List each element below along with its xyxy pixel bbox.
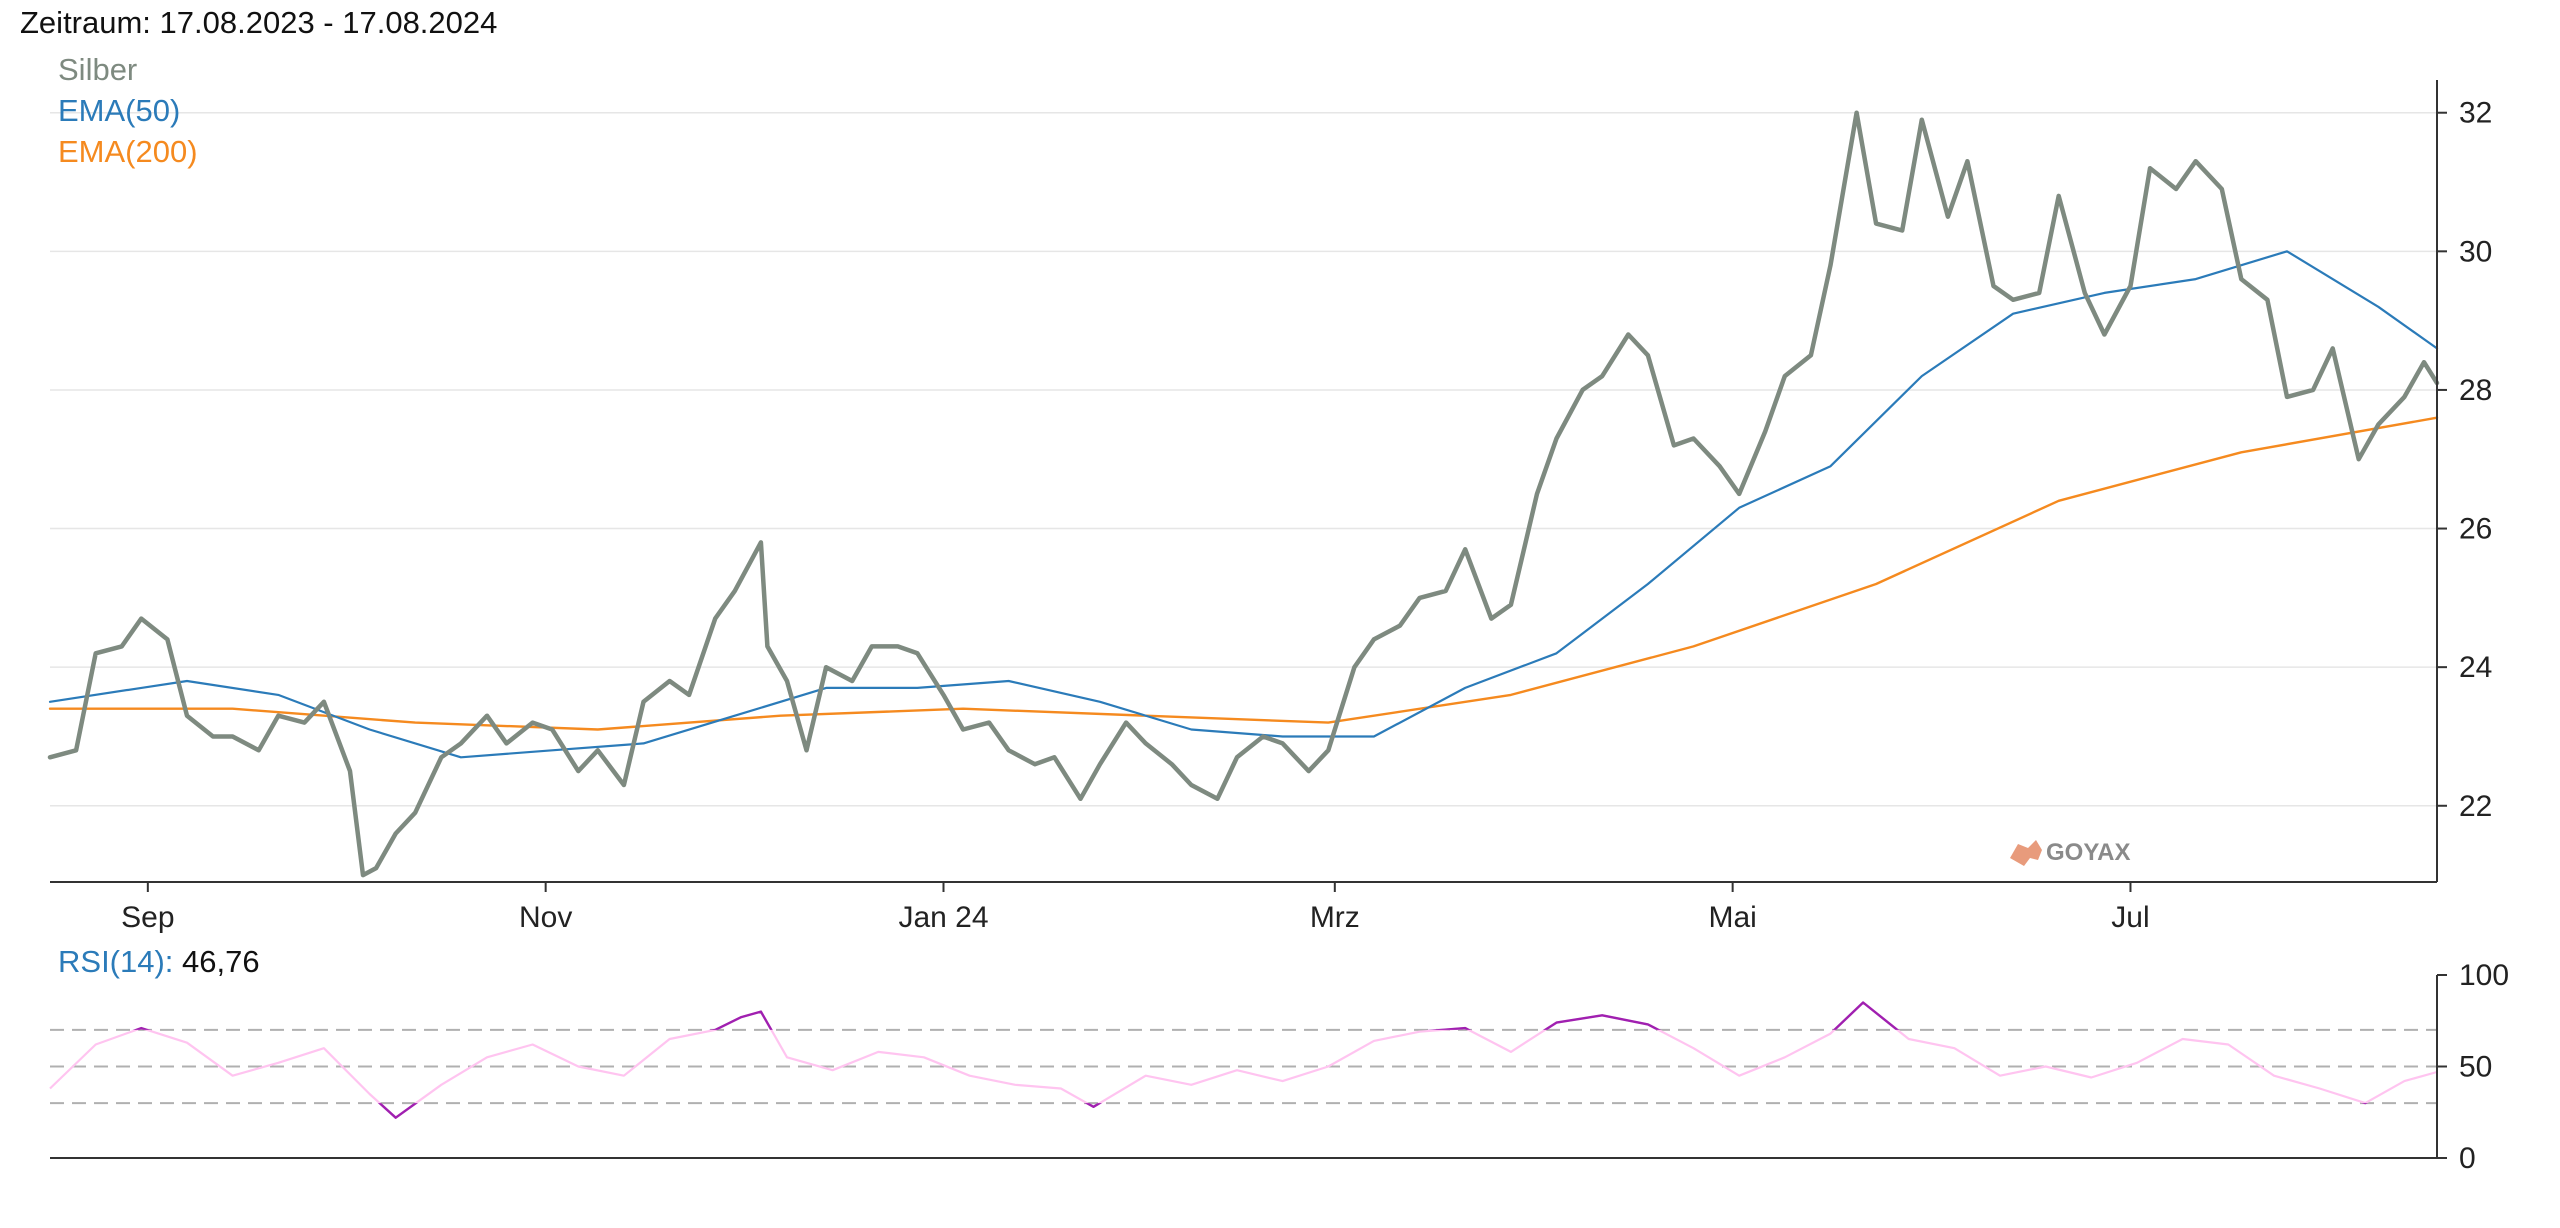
ytick-label-22: 22 <box>2459 790 2492 823</box>
ytick-label-32: 32 <box>2459 97 2492 130</box>
rsi-ytick-label-50: 50 <box>2459 1051 2492 1084</box>
rsi-title: RSI(14): 46,76 <box>58 944 260 979</box>
ytick-label-30: 30 <box>2459 235 2492 268</box>
bull-logo-icon <box>2010 840 2042 866</box>
main-grid <box>50 111 2437 807</box>
ytick-label-24: 24 <box>2459 651 2492 684</box>
ytick-label-26: 26 <box>2459 513 2492 546</box>
rsi-title-text: RSI(14): 46,76 <box>58 944 260 979</box>
rsi-current-value: 46,76 <box>182 944 260 979</box>
watermark: GOYAX <box>2010 839 2130 866</box>
xtick-label-mrz: Mrz <box>1310 901 1360 934</box>
period-label: Zeitraum: 17.08.2023 - 17.08.2024 <box>20 5 498 40</box>
legend-entry-ema-200: EMA(200) <box>58 134 198 169</box>
main-axes: 22 24 26 28 30 32 Sep Nov Jan 24 Mrz Mai Jul <box>50 80 2492 934</box>
watermark-text: GOYAX <box>2046 839 2130 866</box>
rsi-oversold-segments <box>377 1103 2368 1119</box>
main-series <box>47 110 2440 878</box>
rsi-ytick-label-100: 100 <box>2459 959 2509 992</box>
xtick-label-nov: Nov <box>519 901 572 934</box>
series-line-ema-50 <box>48 250 2439 759</box>
xtick-label-mai: Mai <box>1708 901 1756 934</box>
xtick-label-sep: Sep <box>121 901 174 934</box>
rsi-ytick-label-0: 0 <box>2459 1142 2476 1175</box>
rsi-series <box>49 1001 2438 1119</box>
legend-entry-ema-50: EMA(50) <box>58 93 180 128</box>
rsi-overbought-segments <box>132 1001 1900 1030</box>
xtick-label-jan-24: Jan 24 <box>898 901 988 934</box>
rsi-reference-lines <box>50 1028 2437 1105</box>
rsi-axes: 0 50 100 <box>50 959 2509 1175</box>
rsi-title-label: RSI(14): <box>58 944 182 979</box>
series-line-silber <box>47 110 2440 878</box>
legend: Silber EMA(50) EMA(200) <box>58 52 198 169</box>
series-line-rsi-14 <box>49 1001 2438 1119</box>
ytick-label-28: 28 <box>2459 374 2492 407</box>
legend-entry-silber: Silber <box>58 52 137 87</box>
series-line-ema-200 <box>48 416 2439 731</box>
xtick-label-jul: Jul <box>2111 901 2149 934</box>
